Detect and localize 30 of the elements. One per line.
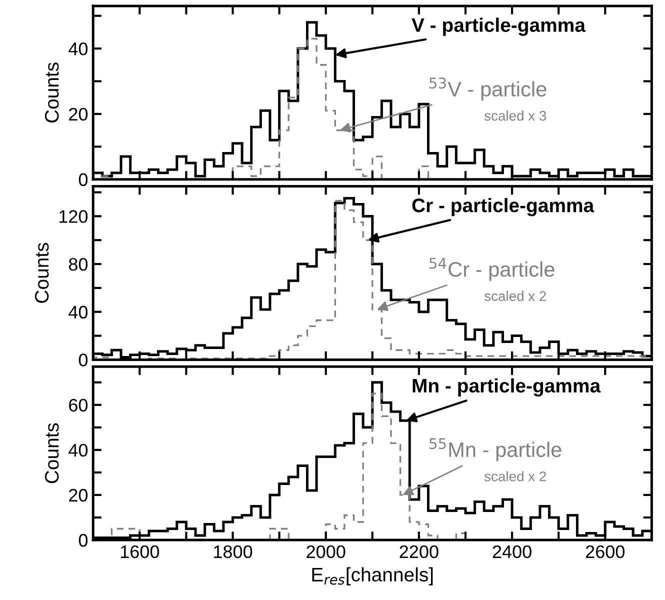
annotation: Cr - particle-gamma [412, 198, 594, 216]
annotation: Mn - particle-gamma [412, 378, 601, 397]
annotation: $^{53}$V - particle [430, 78, 546, 101]
x-tick-label: 1800 [214, 545, 252, 558]
x-tick-label: 2600 [586, 545, 625, 558]
y-axis-title: Counts [44, 423, 59, 484]
y-tick-label: 80 [68, 258, 88, 271]
y-tick-label: 120 [59, 210, 88, 223]
y-axis-title: Counts [34, 242, 49, 303]
y-tick-label: 40 [68, 444, 88, 457]
y-tick-label: 0 [78, 534, 88, 547]
x-tick-label: 1600 [120, 545, 160, 558]
x-tick-label: 2200 [400, 545, 438, 558]
y-tick-label: 40 [68, 306, 88, 319]
annotation: V - particle-gamma [412, 18, 586, 36]
y-tick-label: 0 [78, 173, 88, 186]
annotation: scaled x 2 [484, 290, 546, 301]
y-tick-label: 20 [69, 488, 88, 502]
y-tick-label: 40 [68, 42, 88, 56]
annotation: $^{54}$Cr - particle [430, 258, 554, 281]
x-tick-label: 2400 [492, 545, 532, 558]
annotation: $^{55}$Mn - particle [430, 438, 562, 462]
annotation: scaled x 2 [484, 471, 546, 482]
y-tick-label: 20 [69, 108, 88, 121]
y-tick-label: 0 [78, 354, 88, 366]
x-tick-label: 2000 [306, 545, 346, 558]
annotation: scaled x 3 [484, 110, 546, 121]
y-axis-title: Counts [44, 62, 59, 123]
y-tick-label: 60 [69, 398, 88, 412]
x-axis-title: E$_{res}$[channels] [312, 567, 433, 586]
